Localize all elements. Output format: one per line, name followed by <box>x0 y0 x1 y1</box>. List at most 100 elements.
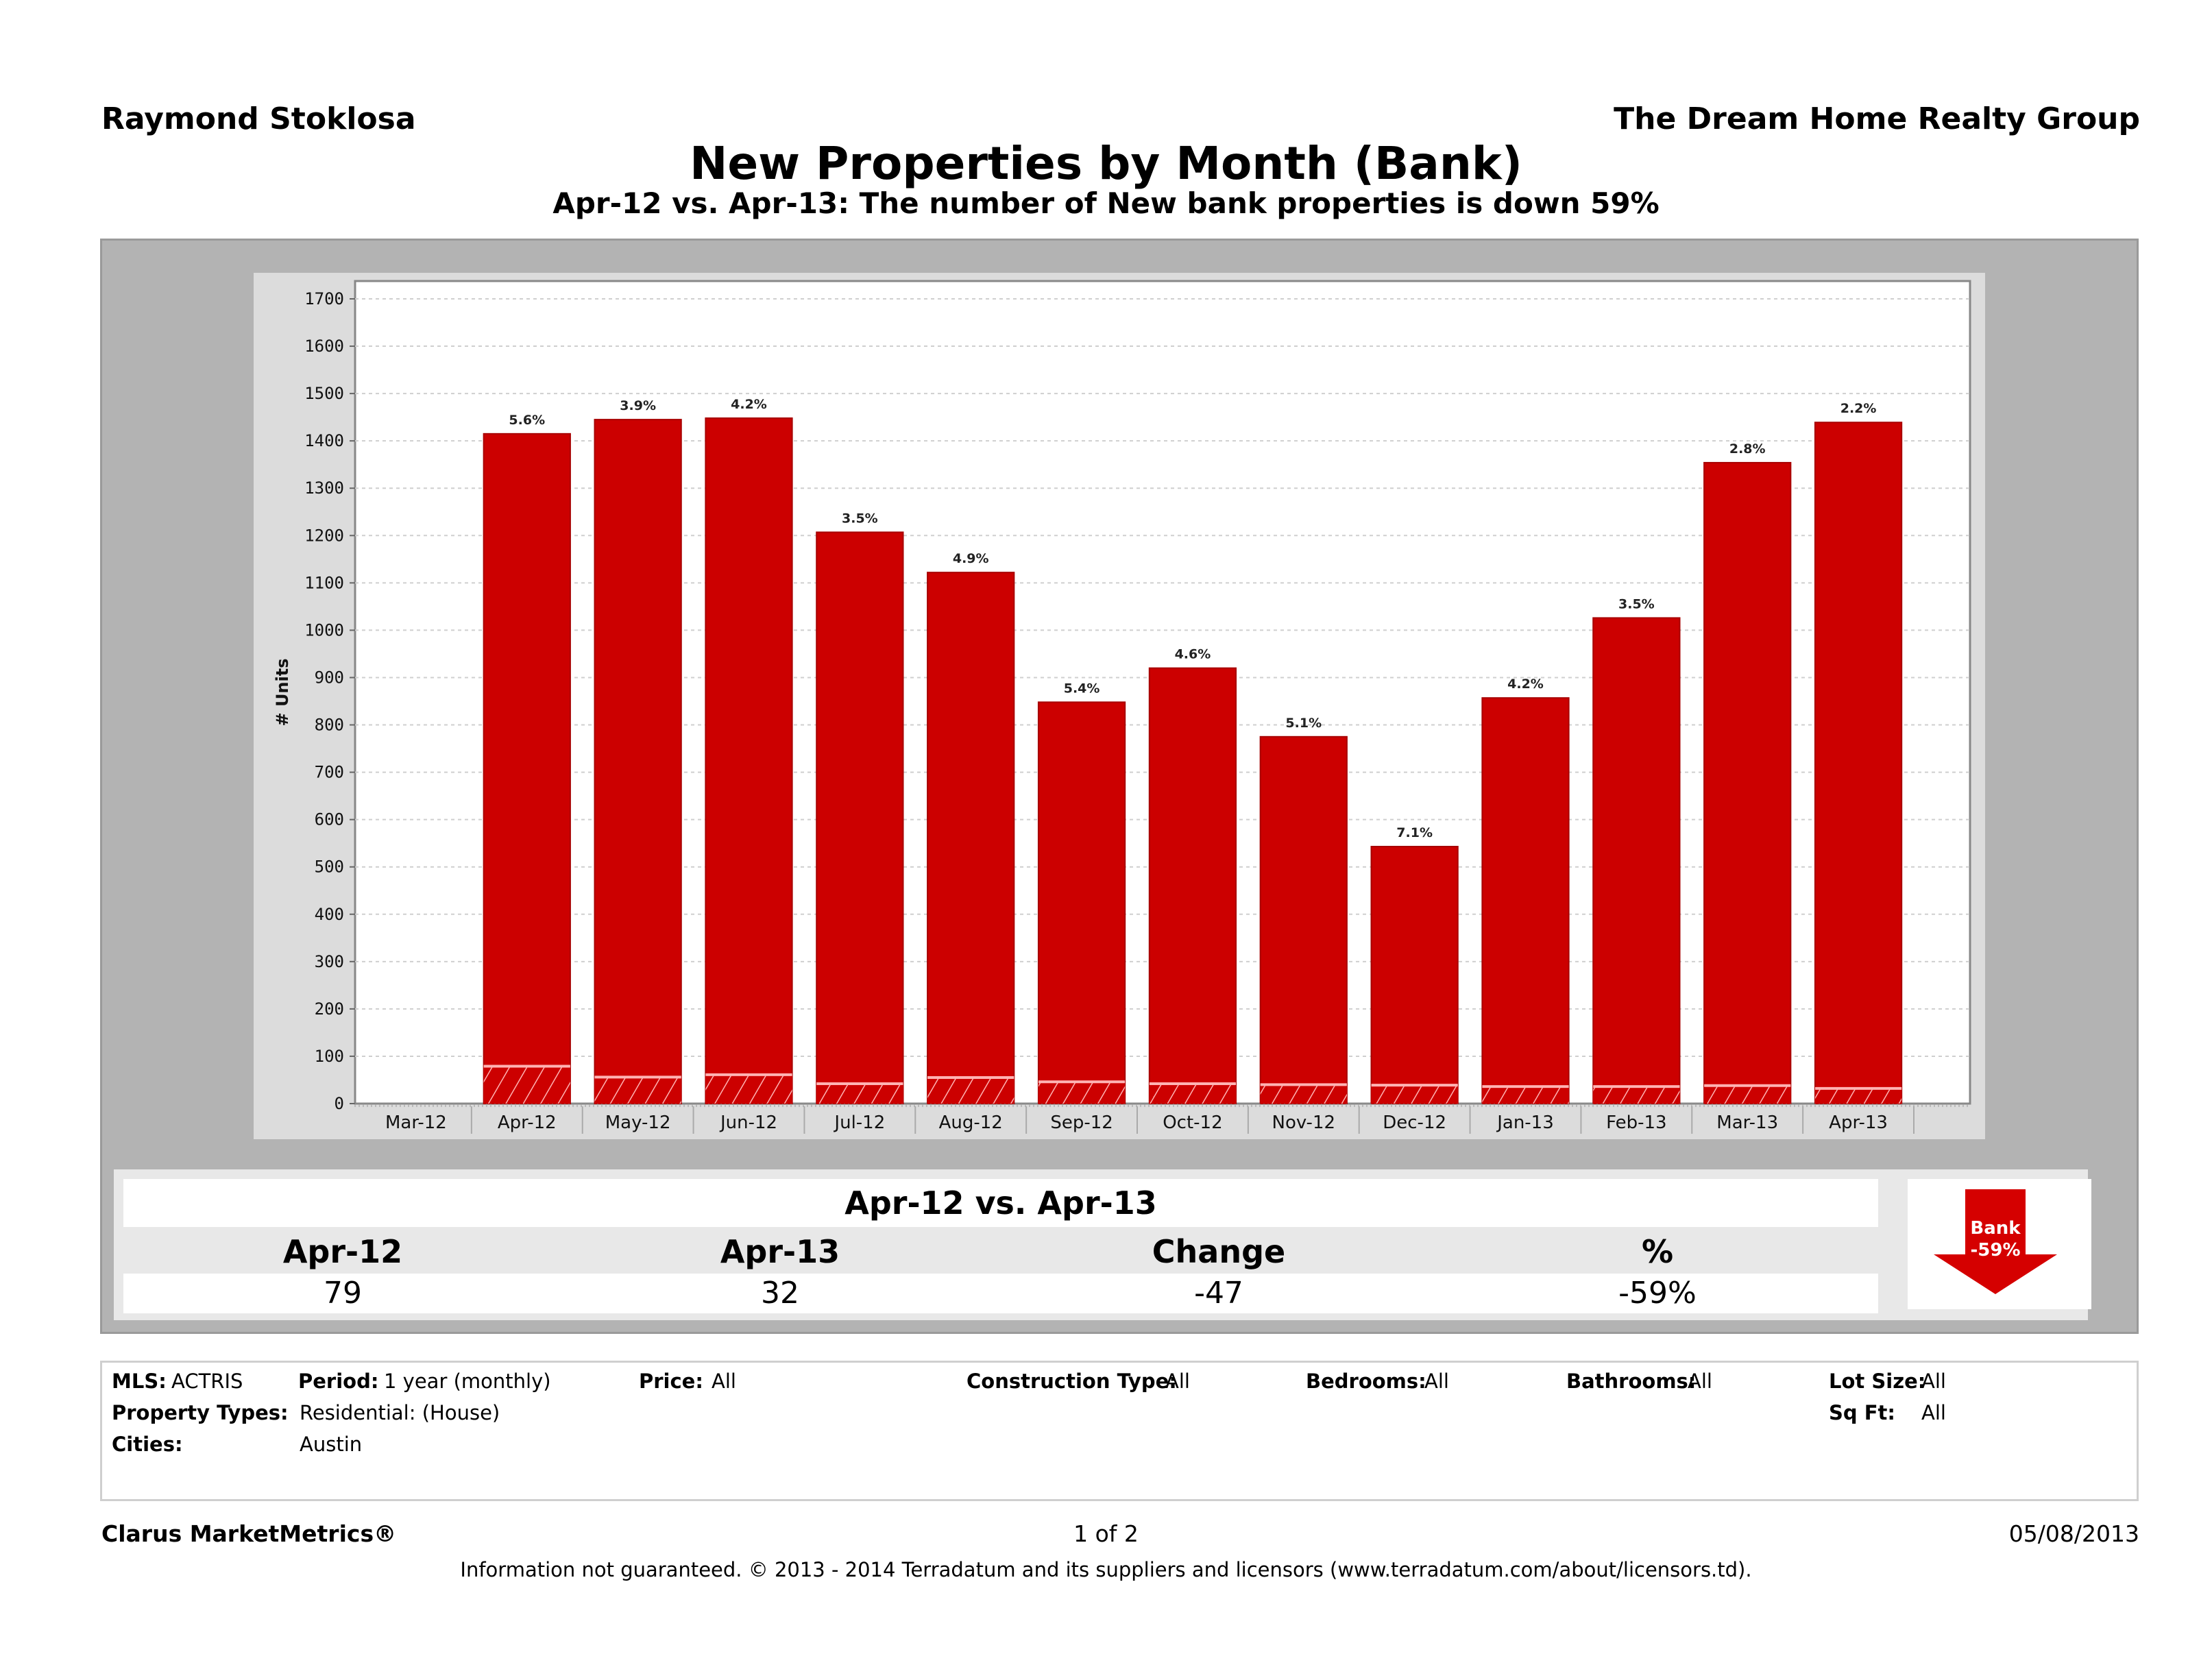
bar-bank-oct-12 <box>1149 1083 1237 1104</box>
badge-value: -59% <box>1970 1240 2020 1261</box>
y-tick-label: 500 <box>315 858 344 877</box>
y-tick-label: 1500 <box>304 384 344 403</box>
y-tick-label: 200 <box>315 999 344 1019</box>
summary-value-percent: -59% <box>1618 1276 1697 1311</box>
report-title: New Properties by Month (Bank) <box>690 137 1522 190</box>
y-tick-label: 100 <box>315 1047 344 1066</box>
filter-price-label: Price: <box>639 1370 703 1393</box>
x-tick-label: Apr-13 <box>1829 1112 1888 1133</box>
filter-period-value: 1 year (monthly) <box>384 1370 551 1393</box>
data-label: 4.2% <box>1507 677 1544 692</box>
x-tick-label: Jan-13 <box>1496 1112 1554 1133</box>
bar-chart: 5.6% 3.9% 4.2% 3.5% 4.9% 5.4% 4.6% 5.1% 7.1% 4.2%… <box>273 280 1971 1134</box>
bank-change-badge: Bank -59% <box>1908 1179 2091 1309</box>
x-tick-label: Nov-12 <box>1272 1112 1336 1133</box>
y-tick-label: 1400 <box>304 431 344 450</box>
agent-name: Raymond Stoklosa <box>101 101 416 136</box>
y-tick-label: 1600 <box>304 337 344 356</box>
summary-title: Apr-12 vs. Apr-13 <box>123 1179 1878 1227</box>
x-tick-label: Apr-12 <box>498 1112 557 1133</box>
summary-value-change: -47 <box>1194 1276 1243 1311</box>
bar-bank-jan-13 <box>1482 1086 1569 1104</box>
filter-mls-label: MLS: <box>112 1370 167 1393</box>
filter-cities-label: Cities: <box>112 1433 183 1456</box>
x-tick-label: Mar-13 <box>1716 1112 1778 1133</box>
bar-total-oct-12 <box>1148 667 1237 1104</box>
down-arrow-icon: Bank -59% <box>1934 1189 2057 1294</box>
bar-total-feb-13 <box>1592 617 1681 1104</box>
filter-construction-value: All <box>1165 1370 1190 1393</box>
x-tick-label: Sep-12 <box>1050 1112 1113 1133</box>
bar-bank-nov-12 <box>1260 1084 1347 1104</box>
bar-total-nov-12 <box>1259 735 1348 1104</box>
filter-period-label: Period: <box>298 1370 379 1393</box>
bar-bank-aug-12 <box>927 1078 1014 1104</box>
data-label: 2.8% <box>1729 441 1766 457</box>
summary-values-row <box>123 1274 1878 1313</box>
data-label: 2.2% <box>1840 401 1877 416</box>
bar-total-apr-13 <box>1814 422 1903 1104</box>
x-tick-label: Feb-13 <box>1606 1112 1667 1133</box>
bar-total-jan-13 <box>1481 697 1570 1104</box>
data-label: 3.5% <box>1618 596 1655 611</box>
summary-value-apr12: 79 <box>324 1276 362 1311</box>
y-tick-label: 1700 <box>304 289 344 308</box>
data-label: 5.6% <box>509 413 545 428</box>
filter-sq-ft-label: Sq Ft: <box>1829 1401 1896 1424</box>
data-label: 7.1% <box>1396 825 1433 840</box>
data-label: 4.9% <box>953 551 989 566</box>
filter-bathrooms-label: Bathrooms: <box>1566 1370 1697 1393</box>
report-subtitle: Apr-12 vs. Apr-13: The number of New ban… <box>552 186 1660 220</box>
bar-bank-may-12 <box>594 1077 681 1104</box>
summary-header-percent: % <box>1641 1233 1674 1270</box>
filter-sq-ft-value: All <box>1921 1401 1946 1424</box>
x-tick-label: Aug-12 <box>939 1112 1003 1133</box>
bar-total-apr-12 <box>483 433 571 1105</box>
x-tick-label: Dec-12 <box>1383 1112 1446 1133</box>
summary-value-apr13: 32 <box>761 1276 799 1311</box>
bar-bank-mar-13 <box>1704 1085 1791 1104</box>
bar-bank-apr-12 <box>483 1066 570 1104</box>
filter-bathrooms-value: All <box>1688 1370 1712 1393</box>
y-tick-label: 1200 <box>304 526 344 545</box>
badge-label: Bank <box>1970 1218 2021 1239</box>
x-tick-label: Mar-12 <box>385 1112 447 1133</box>
filter-bedrooms-value: All <box>1424 1370 1449 1393</box>
filter-price-value: All <box>712 1370 736 1393</box>
data-label: 3.9% <box>620 398 656 413</box>
y-tick-label: 900 <box>315 668 344 687</box>
bar-total-mar-13 <box>1703 461 1792 1104</box>
y-tick-label: 600 <box>315 810 344 829</box>
data-label: 4.2% <box>731 397 767 412</box>
filter-property-types-value: Residential: (House) <box>300 1401 500 1424</box>
bar-bank-apr-13 <box>1814 1088 1902 1104</box>
bar-total-jun-12 <box>705 417 793 1104</box>
bar-bank-sep-12 <box>1038 1082 1126 1104</box>
y-tick-label: 1100 <box>304 573 344 592</box>
report-date: 05/08/2013 <box>2008 1520 2139 1547</box>
bar-total-dec-12 <box>1370 846 1459 1104</box>
filter-mls-value: ACTRIS <box>171 1370 243 1393</box>
filter-bedrooms-label: Bedrooms: <box>1306 1370 1426 1393</box>
data-label: 4.6% <box>1175 647 1211 662</box>
data-label: 5.1% <box>1285 716 1322 731</box>
filter-property-types-label: Property Types: <box>112 1401 289 1424</box>
data-label: 3.5% <box>842 511 878 526</box>
data-label: 5.4% <box>1064 681 1100 696</box>
y-tick-label: 300 <box>315 952 344 971</box>
y-tick-label: 700 <box>315 763 344 782</box>
footer-brand: Clarus MarketMetrics® <box>101 1520 397 1547</box>
summary-header-apr12: Apr-12 <box>282 1233 403 1270</box>
company-name: The Dream Home Realty Group <box>1614 101 2140 136</box>
bar-total-jul-12 <box>816 531 904 1104</box>
filter-cities-value: Austin <box>300 1433 363 1456</box>
x-tick-label: Jun-12 <box>719 1112 777 1133</box>
summary-header-change: Change <box>1152 1233 1286 1270</box>
y-tick-label: 800 <box>315 716 344 735</box>
y-tick-label: 1300 <box>304 478 344 498</box>
filter-criteria <box>100 1361 2139 1501</box>
y-tick-label: 1000 <box>304 620 344 640</box>
filter-lot-size-label: Lot Size: <box>1829 1370 1926 1393</box>
bar-bank-jun-12 <box>705 1074 792 1104</box>
page-number: 1 of 2 <box>1073 1520 1139 1547</box>
